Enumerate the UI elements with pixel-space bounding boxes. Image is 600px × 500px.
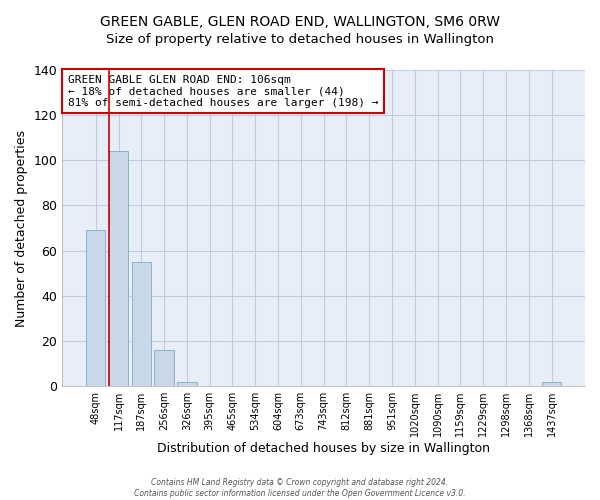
Bar [86, 230, 106, 386]
Text: GREEN GABLE, GLEN ROAD END, WALLINGTON, SM6 0RW: GREEN GABLE, GLEN ROAD END, WALLINGTON, … [100, 15, 500, 29]
Text: Contains HM Land Registry data © Crown copyright and database right 2024.
Contai: Contains HM Land Registry data © Crown c… [134, 478, 466, 498]
Bar [177, 382, 197, 386]
Y-axis label: Number of detached properties: Number of detached properties [15, 130, 28, 326]
Bar [154, 350, 174, 386]
Bar [131, 262, 151, 386]
Text: Size of property relative to detached houses in Wallington: Size of property relative to detached ho… [106, 32, 494, 46]
Bar [109, 152, 128, 386]
X-axis label: Distribution of detached houses by size in Wallington: Distribution of detached houses by size … [157, 442, 490, 455]
Bar [542, 382, 561, 386]
Text: GREEN GABLE GLEN ROAD END: 106sqm
← 18% of detached houses are smaller (44)
81% : GREEN GABLE GLEN ROAD END: 106sqm ← 18% … [68, 74, 378, 108]
